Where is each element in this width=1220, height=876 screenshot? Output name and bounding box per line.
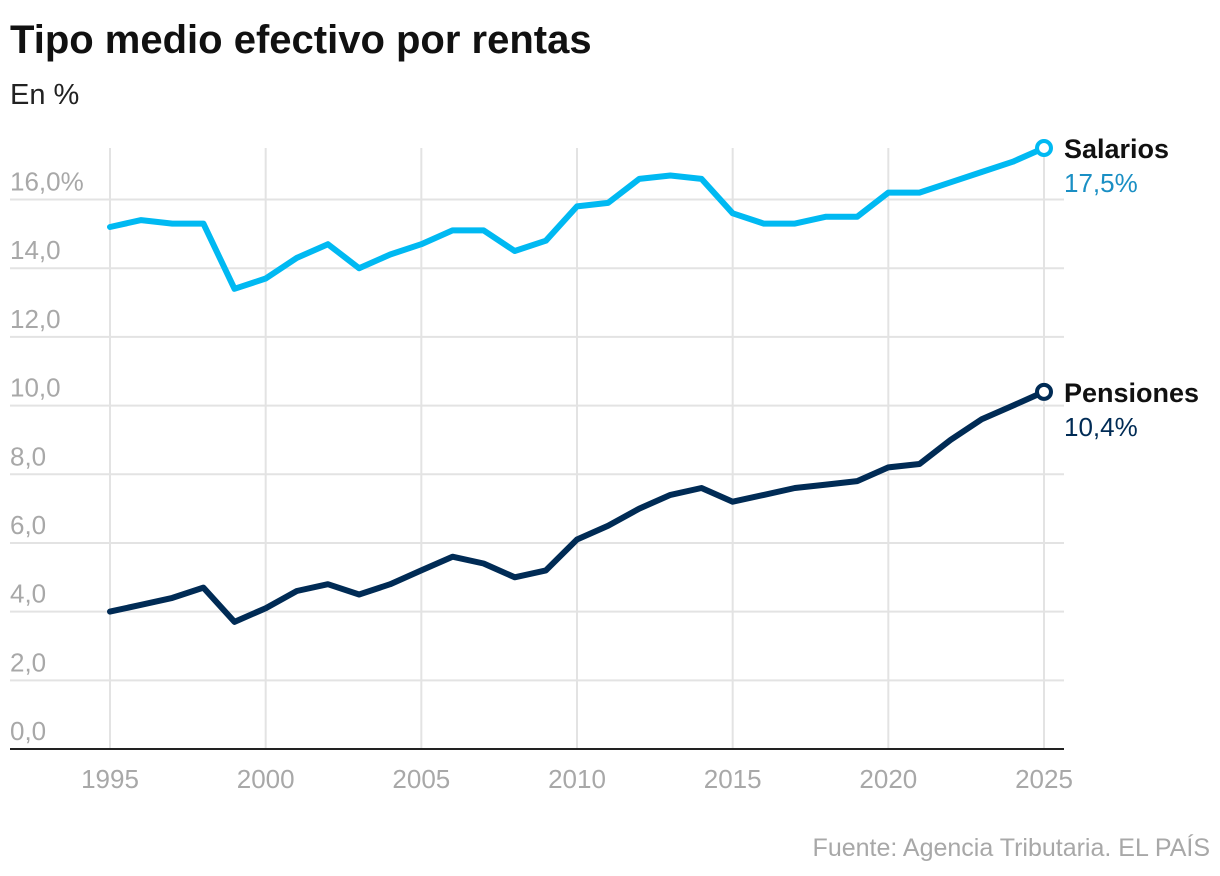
chart-title: Tipo medio efectivo por rentas [10,18,592,62]
x-axis-ticks: 1995 2000 2005 2010 2015 2020 2025 [81,764,1073,794]
x-tick-label: 2000 [237,764,295,794]
source-note: Fuente: Agencia Tributaria. EL PAÍS [813,833,1210,862]
x-tick-label: 1995 [81,764,139,794]
x-tick-label: 2025 [1015,764,1073,794]
series-value-label: 17,5% [1064,168,1138,198]
y-tick-label: 4,0 [10,579,46,609]
series-value-label: 10,4% [1064,412,1138,442]
x-tick-label: 2010 [548,764,606,794]
x-tick-label: 2005 [392,764,450,794]
y-axis-ticks: 0,0 2,0 4,0 6,0 8,0 10,0 12,0 14,0 16,0% [10,167,84,746]
series-line-pensiones [107,388,1047,625]
y-tick-label: 10,0 [10,373,61,403]
y-tick-label: 14,0 [10,235,61,265]
series-line-salarios [107,145,1047,292]
y-tick-label: 16,0% [10,167,84,197]
y-tick-label: 8,0 [10,441,46,471]
series-name-label: Pensiones [1064,378,1199,408]
y-tick-label: 12,0 [10,304,61,334]
end-marker-salarios [1035,139,1053,157]
chart-subtitle: En % [10,79,79,111]
series-name-label: Salarios [1064,134,1169,164]
grid [10,148,1064,749]
y-tick-label: 2,0 [10,647,46,677]
series-labels: Salarios 17,5% Pensiones 10,4% [1064,134,1199,442]
y-tick-label: 6,0 [10,510,46,540]
end-marker-pensiones [1035,382,1053,401]
series [107,139,1053,625]
x-tick-label: 2020 [859,764,917,794]
y-tick-label: 0,0 [10,716,46,746]
x-tick-label: 2015 [704,764,762,794]
